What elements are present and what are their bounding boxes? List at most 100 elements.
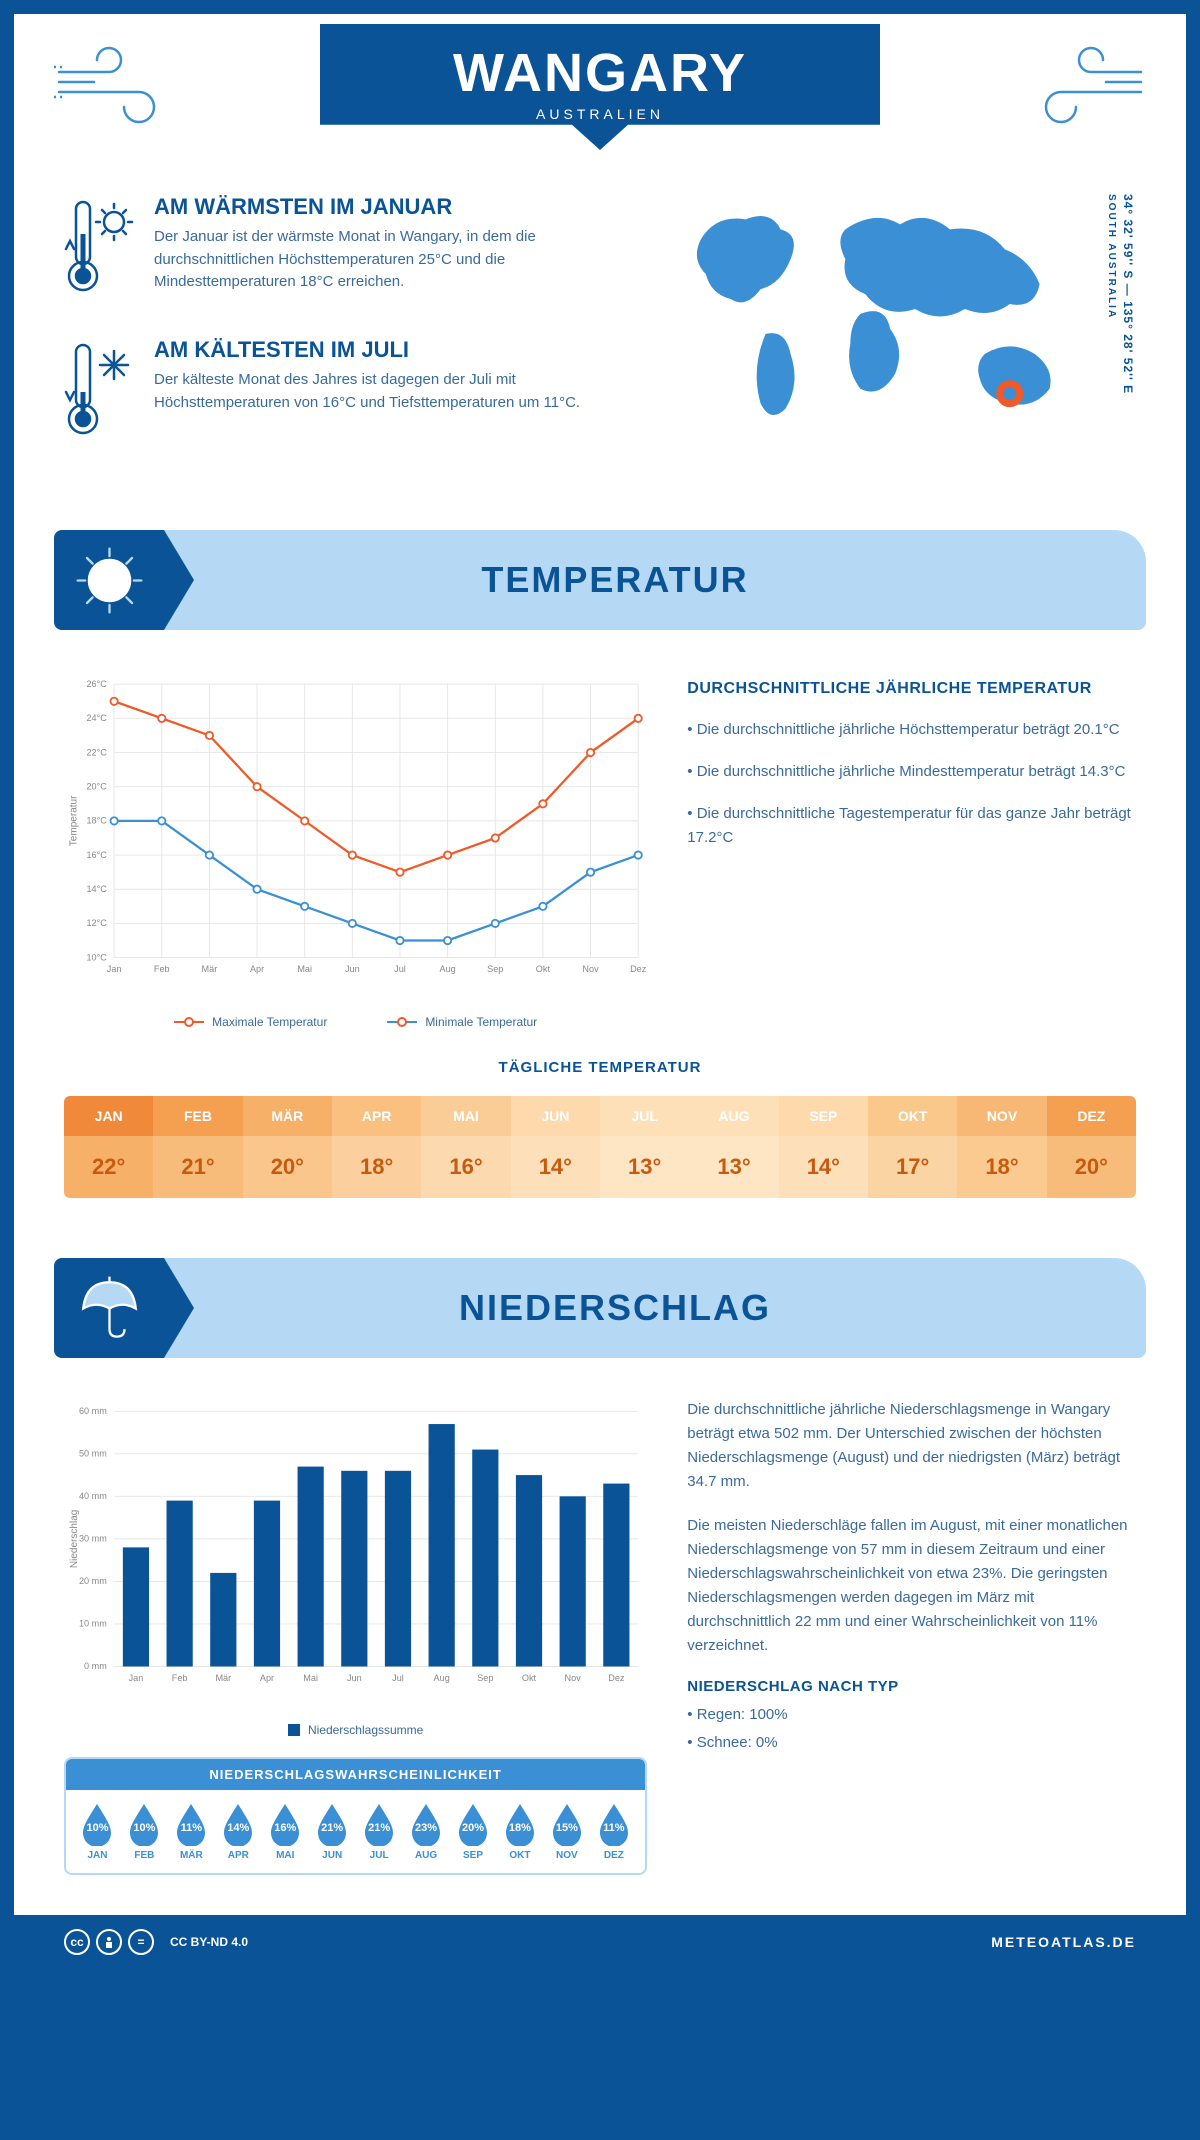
precip-type-rain: • Regen: 100% [687, 1703, 1136, 1727]
coords-region: SOUTH AUSTRALIA [1106, 194, 1117, 319]
precip-type-title: NIEDERSCHLAG NACH TYP [687, 1678, 1136, 1695]
title-ribbon: WANGARY AUSTRALIEN [320, 24, 880, 150]
location-country: AUSTRALIEN [320, 106, 880, 122]
daily-month: MAI [421, 1096, 510, 1136]
prob-cell: 11% MÄR [168, 1802, 215, 1861]
svg-text:Mär: Mär [215, 1673, 231, 1683]
footer-brand: METEOATLAS.DE [991, 1934, 1136, 1950]
svg-text:Apr: Apr [250, 964, 264, 974]
daily-value: 17° [868, 1136, 957, 1198]
daily-temperature: TÄGLICHE TEMPERATUR JANFEBMÄRAPRMAIJUNJU… [14, 1029, 1186, 1238]
fact-cold-text: Der kälteste Monat des Jahres ist dagege… [154, 369, 636, 414]
coords-latlon: 34° 32' 59'' S — 135° 28' 52'' E [1121, 194, 1135, 394]
fact-coldest: AM KÄLTESTEN IM JULI Der kälteste Monat … [64, 337, 636, 452]
svg-text:Apr: Apr [260, 1673, 274, 1683]
svg-text:30 mm: 30 mm [79, 1534, 107, 1544]
svg-text:Jun: Jun [347, 1673, 362, 1683]
svg-text:Aug: Aug [440, 964, 456, 974]
svg-text:50 mm: 50 mm [79, 1449, 107, 1459]
nd-icon: = [128, 1929, 154, 1955]
daily-month: OKT [868, 1096, 957, 1136]
daily-value: 20° [1047, 1136, 1136, 1198]
prob-cell: 16% MAI [262, 1802, 309, 1861]
thermometer-snow-icon [64, 337, 134, 452]
svg-text:Jul: Jul [394, 964, 406, 974]
fact-warmest: AM WÄRMSTEN IM JANUAR Der Januar ist der… [64, 194, 636, 309]
svg-text:Jun: Jun [345, 964, 360, 974]
daily-month: DEZ [1047, 1096, 1136, 1136]
daily-value: 14° [511, 1136, 600, 1198]
fact-cold-title: AM KÄLTESTEN IM JULI [154, 337, 636, 363]
svg-text:18°C: 18°C [86, 816, 107, 826]
info-section: AM WÄRMSTEN IM JANUAR Der Januar ist der… [14, 194, 1186, 510]
svg-text:Jul: Jul [392, 1673, 404, 1683]
daily-month: JUL [600, 1096, 689, 1136]
legend-min-label: Minimale Temperatur [425, 1015, 537, 1029]
precip-probability-box: NIEDERSCHLAGSWAHRSCHEINLICHKEIT 10% JAN … [64, 1757, 647, 1875]
prob-cell: 20% SEP [450, 1802, 497, 1861]
section-temperature-header: TEMPERATUR [54, 530, 1146, 630]
fact-warm-title: AM WÄRMSTEN IM JANUAR [154, 194, 636, 220]
svg-text:10 mm: 10 mm [79, 1619, 107, 1629]
daily-month: AUG [689, 1096, 778, 1136]
world-map-block: 34° 32' 59'' S — 135° 28' 52'' E SOUTH A… [666, 194, 1136, 480]
precip-chart-column: 0 mm10 mm20 mm30 mm40 mm50 mm60 mmJanFeb… [64, 1388, 647, 1875]
location-title: WANGARY [320, 42, 880, 104]
daily-month: NOV [957, 1096, 1046, 1136]
svg-text:14°C: 14°C [86, 884, 107, 894]
svg-text:Nov: Nov [565, 1673, 582, 1683]
daily-value: 22° [64, 1136, 153, 1198]
svg-text:Dez: Dez [630, 964, 647, 974]
daily-value: 13° [600, 1136, 689, 1198]
daily-value: 21° [153, 1136, 242, 1198]
prob-cell: 14% APR [215, 1802, 262, 1861]
prob-cell: 18% OKT [496, 1802, 543, 1861]
precip-text-column: Die durchschnittliche jährliche Niedersc… [687, 1388, 1136, 1875]
daily-value: 14° [779, 1136, 868, 1198]
svg-text:12°C: 12°C [86, 918, 107, 928]
daily-value: 16° [421, 1136, 510, 1198]
svg-text:0 mm: 0 mm [84, 1661, 107, 1671]
svg-text:26°C: 26°C [86, 679, 107, 689]
temperature-title: TEMPERATUR [164, 559, 1146, 601]
daily-month: APR [332, 1096, 421, 1136]
precip-para-1: Die durchschnittliche jährliche Niedersc… [687, 1398, 1136, 1494]
svg-text:24°C: 24°C [86, 713, 107, 723]
license-text: CC BY-ND 4.0 [170, 1935, 248, 1949]
wind-icon-right [1006, 42, 1146, 132]
svg-text:Aug: Aug [434, 1673, 450, 1683]
svg-text:Dez: Dez [608, 1673, 625, 1683]
temp-bullet-2: • Die durchschnittliche Tagestemperatur … [687, 802, 1136, 850]
svg-text:20 mm: 20 mm [79, 1576, 107, 1586]
svg-text:22°C: 22°C [86, 747, 107, 757]
precip-title: NIEDERSCHLAG [164, 1287, 1146, 1329]
daily-temp-table: JANFEBMÄRAPRMAIJUNJULAUGSEPOKTNOVDEZ22°2… [64, 1096, 1136, 1198]
daily-value: 18° [957, 1136, 1046, 1198]
svg-text:Feb: Feb [154, 964, 170, 974]
temp-bullet-0: • Die durchschnittliche jährliche Höchst… [687, 718, 1136, 742]
thermometer-sun-icon [64, 194, 134, 309]
temperature-chart: 10°C12°C14°C16°C18°C20°C22°C24°C26°CJanF… [64, 660, 647, 1029]
svg-text:Jan: Jan [107, 964, 122, 974]
precip-legend: Niederschlagssumme [64, 1723, 647, 1737]
section-precip-header: NIEDERSCHLAG [54, 1258, 1146, 1358]
svg-text:Feb: Feb [172, 1673, 188, 1683]
by-icon [96, 1929, 122, 1955]
prob-cell: 10% FEB [121, 1802, 168, 1861]
svg-text:Nov: Nov [582, 964, 599, 974]
svg-text:Mai: Mai [303, 1673, 318, 1683]
temp-bullet-1: • Die durchschnittliche jährliche Mindes… [687, 760, 1136, 784]
svg-text:10°C: 10°C [86, 952, 107, 962]
daily-month: SEP [779, 1096, 868, 1136]
daily-month: MÄR [243, 1096, 332, 1136]
daily-value: 18° [332, 1136, 421, 1198]
world-map-icon [666, 194, 1094, 434]
svg-text:20°C: 20°C [86, 781, 107, 791]
temperature-legend: .legend-line:nth-child(1)::before{border… [64, 1015, 647, 1029]
daily-value: 13° [689, 1136, 778, 1198]
svg-text:40 mm: 40 mm [79, 1491, 107, 1501]
svg-text:Sep: Sep [487, 964, 503, 974]
precipitation-chart: 0 mm10 mm20 mm30 mm40 mm50 mm60 mmJanFeb… [64, 1388, 647, 1708]
coordinates: 34° 32' 59'' S — 135° 28' 52'' E SOUTH A… [1102, 194, 1136, 394]
temperature-sidebar: DURCHSCHNITTLICHE JÄHRLICHE TEMPERATUR •… [687, 660, 1136, 1029]
